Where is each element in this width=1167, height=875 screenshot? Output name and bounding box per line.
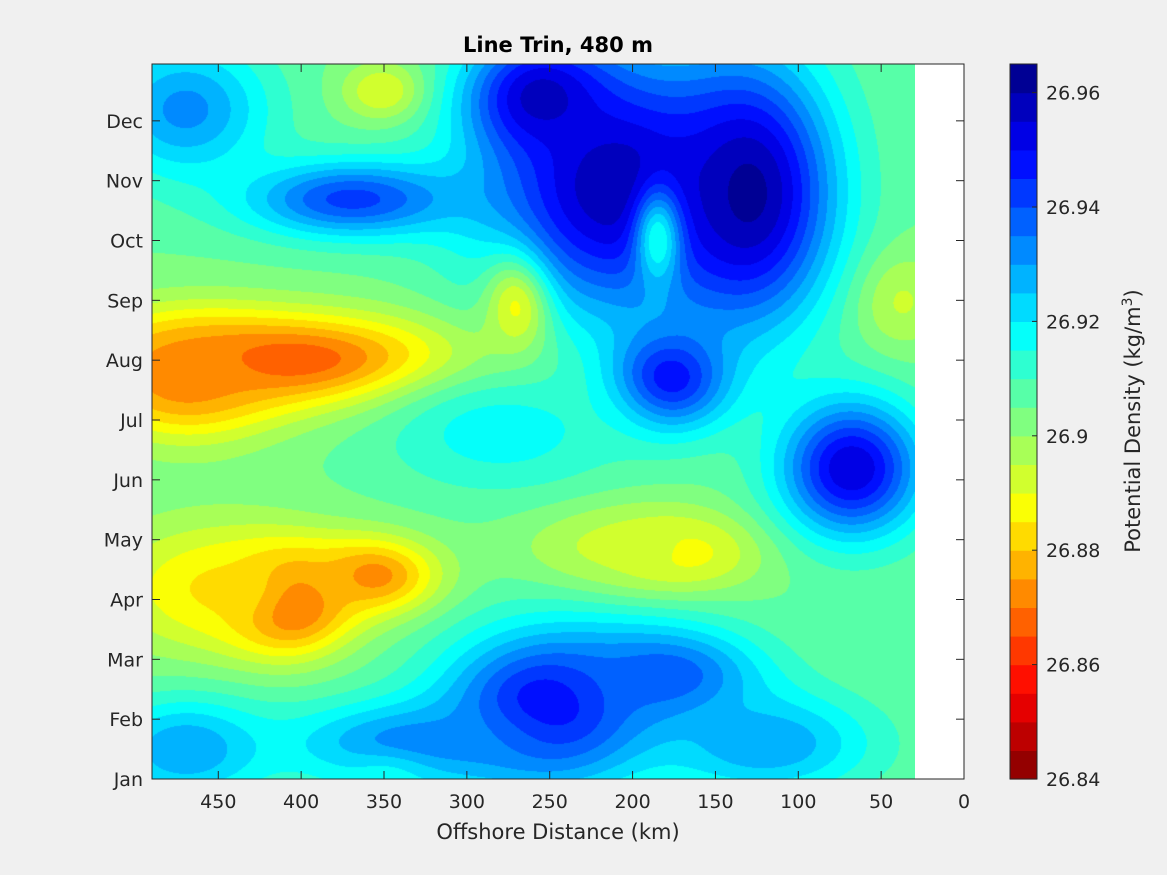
colorbar-band bbox=[1010, 149, 1037, 179]
colorbar-band bbox=[1010, 721, 1037, 751]
colorbar-band bbox=[1010, 750, 1037, 780]
x-tick-labels: 450 400 350 300 250 200 150 100 50 0 bbox=[200, 791, 970, 813]
y-tick-label: Nov bbox=[106, 171, 143, 193]
colorbar: 26.84 26.86 26.88 26.9 26.92 26.94 26.96 bbox=[1009, 63, 1100, 791]
colorbar-frame bbox=[1009, 63, 1038, 780]
colorbar-tick-label: 26.96 bbox=[1046, 83, 1100, 105]
colorbar-band bbox=[1010, 64, 1037, 94]
x-tick-label: 350 bbox=[366, 791, 402, 813]
x-tick-label: 300 bbox=[449, 791, 485, 813]
colorbar-band bbox=[1010, 607, 1037, 637]
x-tick-label: 100 bbox=[780, 791, 816, 813]
colorbar-tick-label: 26.84 bbox=[1046, 769, 1100, 791]
colorbar-tick-label: 26.88 bbox=[1046, 540, 1100, 562]
x-tick-label: 200 bbox=[614, 791, 650, 813]
y-tick-label: Jul bbox=[119, 410, 143, 432]
colorbar-ticks: 26.84 26.86 26.88 26.9 26.92 26.94 26.96 bbox=[1032, 83, 1100, 791]
y-tick-label: Dec bbox=[106, 111, 143, 133]
colorbar-band bbox=[1010, 636, 1037, 666]
y-tick-label: Jan bbox=[113, 769, 143, 791]
colorbar-band bbox=[1010, 550, 1037, 580]
colorbar-band bbox=[1010, 207, 1037, 237]
colorbar-label-superscript: 3 bbox=[1120, 297, 1136, 306]
y-tick-label: Feb bbox=[109, 709, 143, 731]
colorbar-label-main: Potential Density (kg/m bbox=[1121, 306, 1145, 552]
colorbar-band bbox=[1010, 235, 1037, 265]
y-tick-label: Aug bbox=[106, 350, 143, 372]
colorbar-band bbox=[1010, 121, 1037, 151]
colorbar-band bbox=[1010, 407, 1037, 437]
y-tick-label: May bbox=[104, 530, 143, 552]
y-tick-label: Apr bbox=[110, 590, 143, 612]
y-tick-labels: Jan Feb Mar Apr May Jun Jul Aug Sep Oct Nov Dec bbox=[104, 111, 143, 791]
x-tick-label: 400 bbox=[283, 791, 319, 813]
colorbar-band bbox=[1010, 693, 1037, 723]
colorbar-band bbox=[1010, 493, 1037, 523]
plot-area bbox=[151, 63, 965, 780]
colorbar-tick-label: 26.92 bbox=[1046, 311, 1100, 333]
colorbar-band bbox=[1010, 664, 1037, 694]
x-tick-label: 250 bbox=[532, 791, 568, 813]
y-tick-label: Oct bbox=[110, 231, 143, 253]
contour-field bbox=[152, 64, 915, 779]
x-tick-label: 0 bbox=[958, 791, 970, 813]
x-tick-label: 50 bbox=[869, 791, 893, 813]
x-axis-label: Offshore Distance (km) bbox=[436, 820, 679, 844]
plot-frame bbox=[151, 63, 965, 780]
colorbar-label: Potential Density (kg/m3) bbox=[1120, 289, 1145, 553]
colorbar-label-close: ) bbox=[1121, 289, 1145, 297]
colorbar-band bbox=[1010, 464, 1037, 494]
colorbar-band bbox=[1010, 264, 1037, 294]
colorbar-band bbox=[1010, 521, 1037, 551]
y-tick-label: Jun bbox=[112, 470, 143, 492]
x-tick-label: 150 bbox=[697, 791, 733, 813]
colorbar-band bbox=[1010, 92, 1037, 122]
colorbar-band bbox=[1010, 350, 1037, 380]
y-tick-label: Mar bbox=[107, 649, 143, 671]
colorbar-band bbox=[1010, 178, 1037, 208]
colorbar-band bbox=[1010, 321, 1037, 351]
y-tick-label: Sep bbox=[107, 290, 143, 312]
chart-title: Line Trin, 480 m bbox=[463, 33, 653, 57]
colorbar-band bbox=[1010, 435, 1037, 465]
colorbar-band bbox=[1010, 378, 1037, 408]
colorbar-band bbox=[1010, 578, 1037, 608]
colorbar-band bbox=[1010, 292, 1037, 322]
colorbar-tick-label: 26.9 bbox=[1046, 426, 1088, 448]
colorbar-bands bbox=[1010, 64, 1037, 780]
x-tick-label: 450 bbox=[200, 791, 236, 813]
colorbar-tick-label: 26.94 bbox=[1046, 197, 1100, 219]
colorbar-tick-label: 26.86 bbox=[1046, 655, 1100, 677]
